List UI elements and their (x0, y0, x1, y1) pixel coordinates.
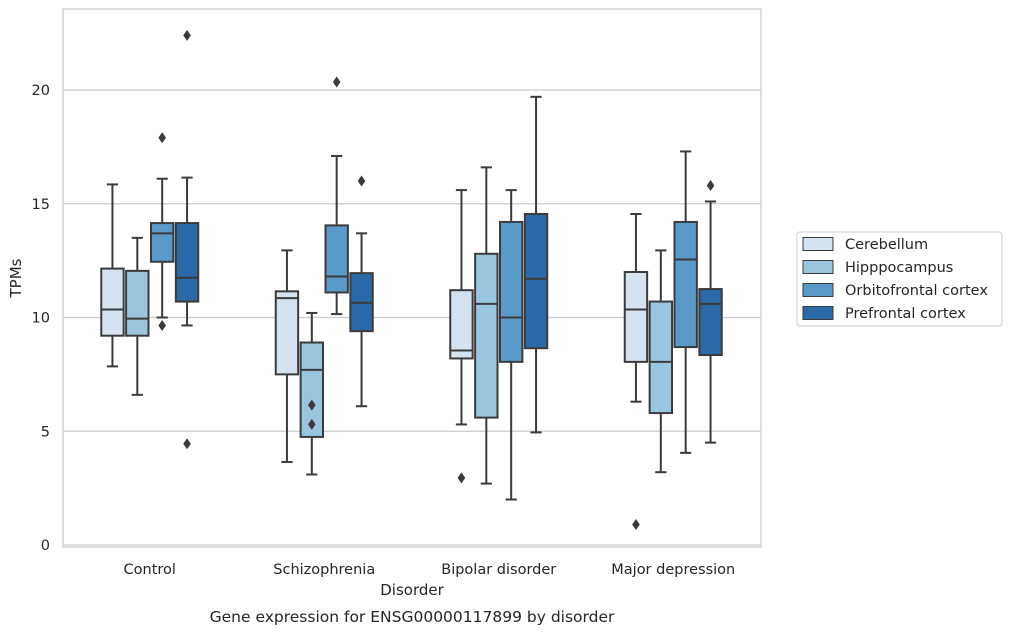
box-plot (449, 189, 474, 484)
box-plot (349, 175, 374, 408)
y-tick-label: 5 (41, 424, 50, 440)
iqr-box (149, 222, 175, 263)
iqr-box (299, 341, 325, 438)
iqr-box (100, 267, 125, 337)
legend: Cerebellum Hipppocampus Orbitofrontal cort… (796, 231, 1003, 327)
legend-swatch (802, 237, 834, 251)
outlier-point (357, 175, 366, 187)
legend-label: Cerebellum (845, 237, 928, 253)
box-plot (648, 249, 674, 474)
outlier-point (308, 399, 316, 411)
outlier-point (332, 76, 341, 88)
y-axis-ticks: 0 5 10 15 20 (32, 83, 50, 554)
box-plots (100, 29, 723, 531)
plot-frame (62, 8, 762, 548)
legend-swatch (802, 283, 834, 297)
iqr-box (474, 252, 499, 419)
box-plot (100, 183, 125, 368)
box-plot (698, 180, 723, 444)
x-tick-label: Bipolar disorder (441, 562, 556, 578)
iqr-box (498, 220, 524, 363)
box-plot (174, 29, 200, 450)
legend-label: Hipppocampus (845, 260, 953, 276)
y-tick-label: 0 (41, 538, 50, 554)
y-axis-title: TPMs (7, 258, 25, 298)
box-plot (274, 249, 300, 463)
x-axis-title: Disorder (380, 581, 444, 599)
iqr-box (324, 224, 349, 294)
chart-caption: Gene expression for ENSG00000117899 by d… (210, 608, 615, 626)
legend-frame (796, 231, 1003, 327)
iqr-box (125, 269, 150, 337)
box-plot (523, 95, 549, 434)
x-tick-label: Control (124, 562, 176, 578)
x-axis-ticks: Control Schizophrenia Bipolar disorder Majo… (124, 562, 736, 578)
iqr-box (648, 300, 674, 415)
outlier-point (158, 319, 166, 331)
iqr-box (523, 212, 549, 350)
outlier-point (308, 418, 316, 430)
iqr-box (174, 222, 200, 303)
legend-label: Orbitofrontal cortex (845, 283, 988, 299)
outlier-point (632, 519, 640, 531)
legend-label: Prefrontal cortex (845, 306, 966, 322)
iqr-box (274, 290, 300, 376)
iqr-box (449, 289, 474, 360)
y-tick-label: 15 (32, 197, 50, 213)
outlier-point (183, 438, 191, 450)
outlier-point (706, 180, 715, 192)
box-plot (623, 212, 649, 531)
box-plot (474, 166, 499, 485)
x-tick-label: Schizophrenia (273, 562, 375, 578)
box-plot (125, 236, 150, 396)
outlier-point (457, 472, 466, 484)
legend-swatch (802, 306, 834, 320)
x-tick-label: Major depression (611, 562, 735, 578)
box-plot (673, 150, 698, 454)
iqr-box (673, 220, 698, 349)
box-plot (149, 132, 175, 331)
box-plot (498, 189, 524, 501)
box-plot (299, 311, 325, 476)
outlier-point (158, 132, 166, 144)
legend-swatch (802, 260, 834, 274)
outlier-point (183, 29, 191, 41)
iqr-box (623, 271, 649, 363)
y-tick-label: 10 (32, 311, 50, 327)
y-tick-label: 20 (32, 83, 50, 99)
box-plot (324, 76, 349, 316)
iqr-box (698, 288, 723, 357)
